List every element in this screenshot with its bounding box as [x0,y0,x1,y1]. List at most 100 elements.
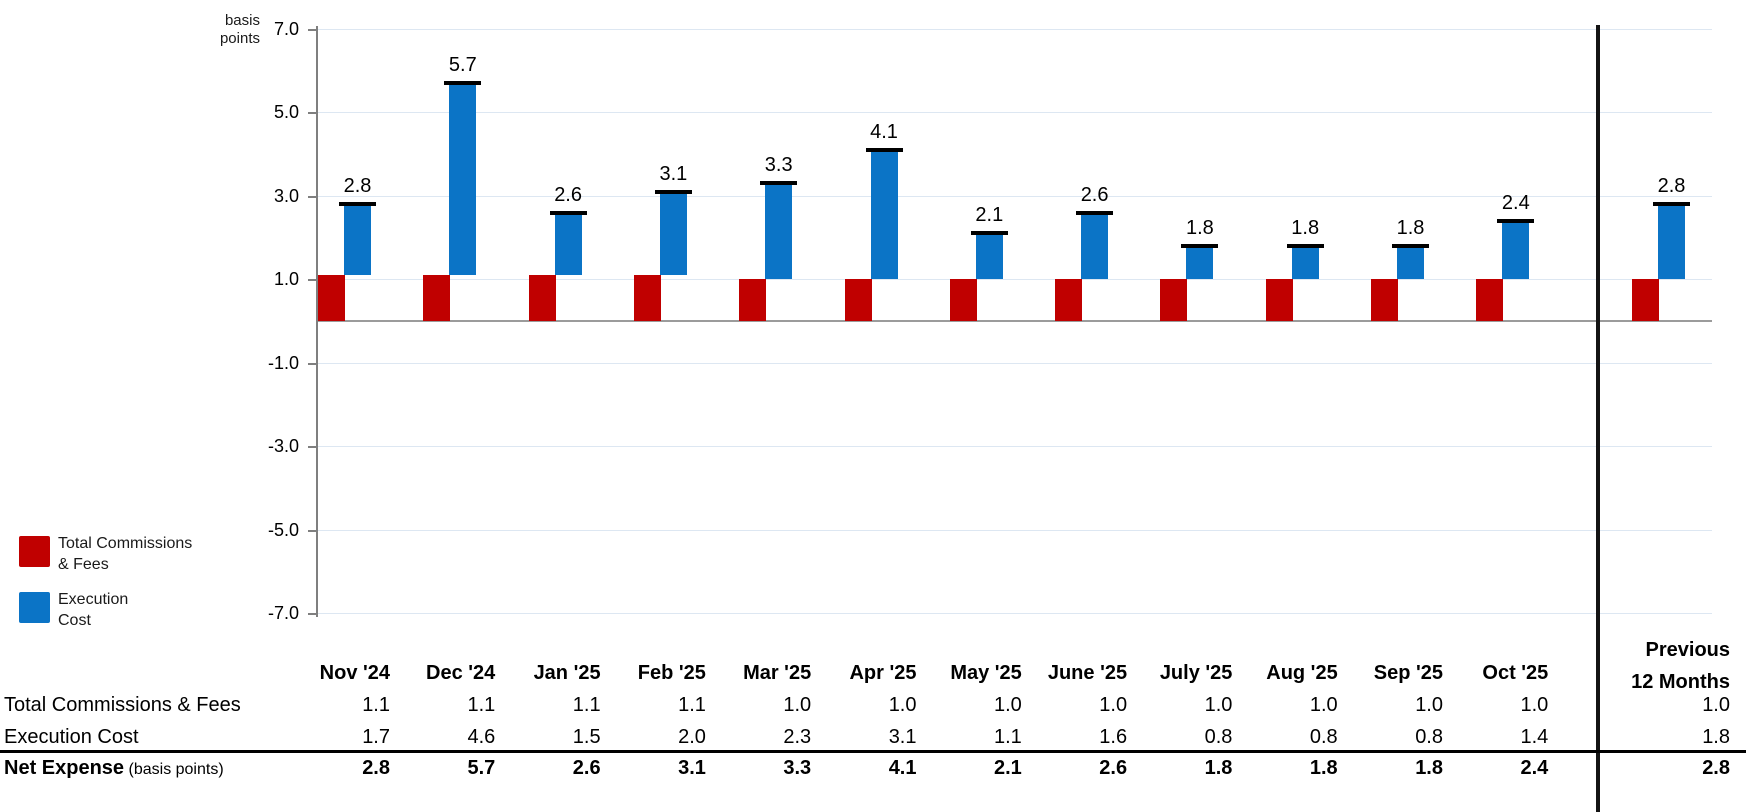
table-cell-r2-c1: 5.7 [467,757,496,779]
bar-execution-May25 [975,233,1003,280]
y-tick-mark-7 [308,29,316,32]
table-cell-r1-c2: 1.5 [572,726,601,748]
bar-commissions-May25 [949,279,977,321]
gridline--3 [318,446,1712,448]
table-cell-r0-c4: 1.0 [783,694,812,716]
y-tick-mark-3 [308,195,316,198]
bar-execution-Oct25 [1502,220,1530,280]
table-cell-r0-c8: 1.0 [1204,694,1233,716]
table-cell-r2-c10: 1.8 [1415,757,1443,779]
table-cell-r1-c11: 1.4 [1520,726,1549,748]
table-cell-r0-c7: 1.0 [1099,694,1128,716]
table-cell-r0-c9: 1.0 [1309,694,1338,716]
y-tick-label-1: 1.0 [273,269,299,290]
bar-commissions-Feb25 [633,275,661,321]
table-cell-r2-c6: 2.1 [993,757,1022,779]
bar-commissions-Apr25 [844,279,872,321]
table-cell-r0-c11: 1.0 [1520,694,1549,716]
table-cell-r1-c3: 2.0 [678,726,706,748]
bar-commissions-previous-12-months [1632,279,1659,321]
y-tick-mark-1 [308,279,316,282]
total-cap-Dec24 [444,81,482,86]
y-tick-label-3: 3.0 [273,185,299,206]
legend-label-1-line1: Cost [58,612,91,629]
table-cell-r0-previous: 1.0 [1702,694,1730,716]
table-cell-r2-previous: 2.8 [1702,757,1730,779]
bar-commissions-June25 [1055,279,1083,321]
table-cell-r1-c10: 0.8 [1415,726,1443,748]
table-total-divider-line [0,750,1746,753]
y-axis-line [316,26,318,617]
y-tick-mark--3 [308,446,316,449]
gridline-1 [318,279,1712,281]
gridline--1 [318,362,1712,364]
bar-execution-June25 [1081,212,1109,280]
total-cap-May25 [970,231,1008,236]
total-label-previous-12-months: 2.8 [1657,175,1686,198]
table-row-label-1: Execution Cost [4,726,139,748]
y-tick-label-7: 7.0 [273,19,299,40]
total-cap-Aug25 [1286,243,1324,248]
table-cell-r0-c3: 1.1 [678,694,706,716]
y-tick-label-5: 5.0 [273,102,299,123]
bar-commissions-Sep25 [1371,279,1398,321]
table-cell-r0-c10: 1.0 [1415,694,1443,716]
bar-commissions-Mar25 [739,279,767,321]
table-row-label-2: Net Expense (basis points) [4,757,224,779]
table-cell-r0-c1: 1.1 [467,694,496,716]
table-cell-r0-c6: 1.0 [993,694,1022,716]
table-cell-r2-c11: 2.4 [1520,757,1549,779]
y-tick-mark--7 [308,612,316,615]
table-col-header-0: Nov '24 [319,662,390,684]
table-row-label-0: Total Commissions & Fees [4,694,241,716]
y-axis-unit-line1: basis [224,12,260,29]
table-col-header-previous: Previous 12 Months [1570,634,1730,698]
total-label-Nov24: 2.8 [343,175,372,198]
table-cell-r1-c5: 3.1 [888,726,917,748]
table-cell-r2-c7: 2.6 [1099,757,1128,779]
bar-execution-Feb25 [659,191,687,276]
table-cell-r1-c0: 1.7 [362,726,390,748]
table-col-header-previous-line0: Previous [1645,639,1730,661]
y-tick-label--1: -1.0 [267,352,299,373]
legend-label-0-line0: Total Commissions [58,535,193,552]
total-label-July25: 1.8 [1185,216,1214,239]
table-cell-r1-c9: 0.8 [1309,726,1338,748]
legend-label-0: Total Commissions & Fees [58,533,228,575]
table-col-header-11: Oct '25 [1482,662,1549,684]
bar-execution-Nov24 [344,204,371,276]
table-col-header-2: Jan '25 [533,662,601,684]
total-label-June25: 2.6 [1080,183,1109,206]
table-cell-r2-c0: 2.8 [362,757,390,779]
table-col-header-previous-line1: 12 Months [1631,671,1730,693]
table-col-header-4: Mar '25 [743,662,812,684]
total-label-Apr25: 4.1 [870,120,898,143]
y-tick-label--5: -5.0 [267,519,299,540]
bar-commissions-Aug25 [1265,279,1293,321]
total-label-Dec24: 5.7 [448,54,477,77]
bar-execution-Jan25 [554,212,582,276]
table-col-header-3: Feb '25 [637,662,706,684]
table-cell-r2-c9: 1.8 [1309,757,1338,779]
table-cell-r1-previous: 1.8 [1702,726,1730,748]
total-cap-Jan25 [549,210,587,215]
table-col-header-6: May '25 [950,662,1022,684]
total-cap-July25 [1181,243,1219,248]
y-axis-unit-label: basis points [40,12,260,48]
table-cell-r2-c4: 3.3 [783,757,812,779]
y-tick-mark--1 [308,362,316,365]
total-cap-June25 [1076,210,1114,215]
total-cap-Oct25 [1497,218,1535,223]
table-cell-r1-c4: 2.3 [783,726,812,748]
total-label-Sep25: 1.8 [1396,216,1425,239]
table-cell-r0-c2: 1.1 [572,694,601,716]
bar-execution-Apr25 [870,149,898,280]
bar-commissions-Dec24 [423,275,451,321]
legend-label-0-line1: & Fees [58,556,109,573]
total-label-May25: 2.1 [975,204,1004,227]
table-cell-r1-c6: 1.1 [993,726,1022,748]
table-col-header-5: Apr '25 [849,662,917,684]
y-tick-label--7: -7.0 [267,602,299,623]
legend-swatch-0 [19,536,50,567]
bar-commissions-July25 [1160,279,1188,321]
